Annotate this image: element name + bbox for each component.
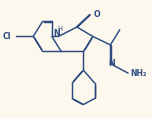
Text: O: O: [93, 10, 100, 19]
Text: N: N: [108, 59, 115, 68]
Text: Cl: Cl: [3, 32, 12, 41]
Text: N: N: [53, 29, 60, 38]
Text: NH₂: NH₂: [130, 69, 147, 78]
Text: H: H: [58, 26, 63, 32]
